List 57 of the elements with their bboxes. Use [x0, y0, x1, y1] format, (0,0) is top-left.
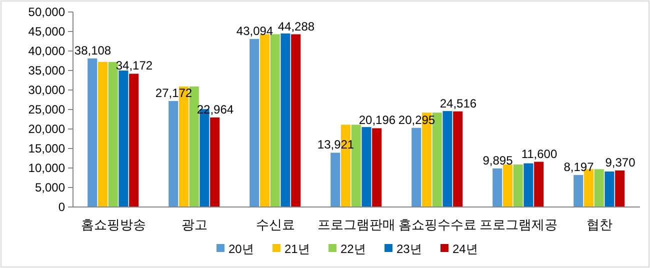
- bar: [574, 175, 584, 207]
- x-tick-label: 광고: [182, 217, 208, 232]
- data-label: 11,600: [521, 146, 558, 161]
- legend-label: 20년: [228, 242, 254, 256]
- data-label: 9,895: [482, 153, 514, 168]
- data-label: 43,094: [236, 24, 274, 38]
- y-tick-label: 0: [58, 200, 66, 214]
- bar: [168, 101, 178, 207]
- y-tick-label: 45,000: [28, 24, 66, 38]
- x-tick-label: 수신료: [256, 217, 295, 232]
- y-tick-label: 10,000: [28, 161, 66, 175]
- y-tick-label: 20,000: [28, 122, 66, 136]
- bar: [502, 164, 513, 207]
- data-label: 44,288: [278, 19, 315, 34]
- bar: [88, 58, 98, 207]
- bar: [615, 170, 625, 207]
- bar: [604, 172, 614, 207]
- data-label: 38,108: [74, 43, 112, 58]
- legend-label: 22년: [340, 242, 366, 256]
- bar: [492, 168, 502, 207]
- data-label: 8,197: [564, 160, 594, 174]
- y-tick-label: 5,000: [34, 180, 66, 194]
- y-tick-label: 40,000: [28, 44, 66, 58]
- bar: [524, 163, 534, 207]
- legend-label: 24년: [452, 242, 478, 256]
- y-tick-label: 25,000: [28, 102, 66, 116]
- data-label: 9,370: [605, 155, 636, 170]
- bar: [129, 74, 139, 207]
- bar: [98, 62, 108, 207]
- legend-label: 21년: [284, 242, 310, 256]
- x-tick-label: 프로그램제공: [480, 217, 558, 232]
- bar: [291, 34, 301, 207]
- y-tick-label: 30,000: [28, 83, 66, 97]
- bar: [534, 162, 544, 207]
- bar: [453, 111, 463, 207]
- bar: [513, 164, 523, 207]
- x-tick-label: 홈쇼핑수수료: [398, 217, 476, 232]
- y-tick-label: 35,000: [28, 64, 66, 78]
- bar: [362, 127, 372, 207]
- bar: [280, 33, 290, 207]
- x-tick-label: 프로그램판매: [318, 217, 396, 232]
- x-tick-label: 협찬: [586, 217, 612, 232]
- legend-label: 23년: [396, 242, 422, 256]
- data-label: 20,196: [358, 113, 396, 128]
- bar: [250, 38, 260, 207]
- bar: [442, 111, 452, 207]
- bar: [108, 62, 118, 207]
- y-tick-label: 50,000: [28, 5, 66, 19]
- data-label: 24,516: [440, 96, 477, 110]
- bar: [372, 128, 382, 207]
- x-tick-label: 홈쇼핑방송: [81, 217, 146, 232]
- bar: [412, 128, 422, 207]
- bar: [594, 169, 604, 207]
- bar: [118, 70, 128, 207]
- bar: [210, 117, 220, 207]
- y-tick-label: 15,000: [28, 142, 66, 156]
- bar: [330, 152, 340, 207]
